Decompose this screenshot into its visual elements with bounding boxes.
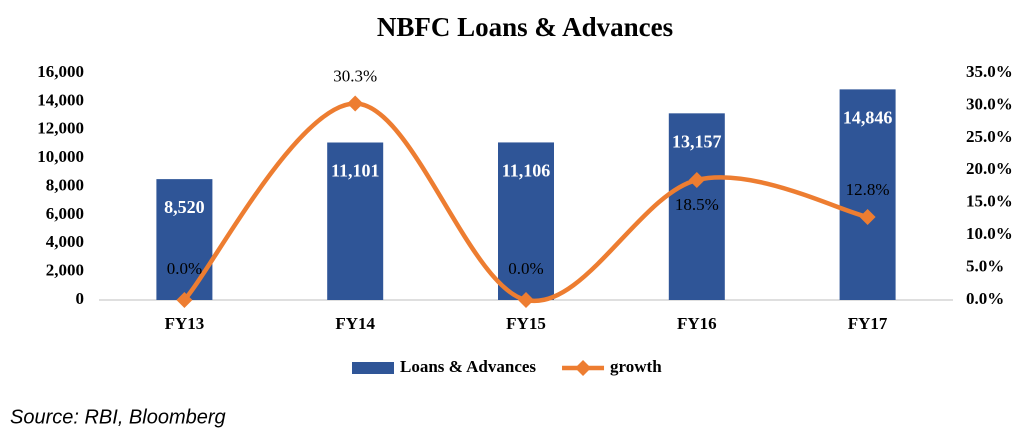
y2-tick-label: 20.0%: [966, 159, 1013, 178]
chart-title: NBFC Loans & Advances: [377, 12, 673, 42]
y-tick-label: 4,000: [46, 232, 84, 251]
line-marker: [347, 95, 364, 112]
x-tick-label: FY14: [335, 314, 375, 333]
y-tick-label: 10,000: [37, 147, 84, 166]
line-value-label: 12.8%: [846, 180, 890, 199]
y-tick-label: 6,000: [46, 204, 84, 223]
bar: [498, 142, 554, 300]
y2-tick-label: 0.0%: [966, 289, 1004, 308]
bar: [839, 89, 896, 300]
y-tick-label: 12,000: [37, 119, 84, 138]
x-tick-label: FY17: [848, 314, 888, 333]
y2-tick-label: 35.0%: [966, 62, 1013, 81]
y2-tick-label: 10.0%: [966, 224, 1013, 243]
y2-tick-label: 30.0%: [966, 94, 1013, 113]
y-tick-label: 8,000: [46, 175, 84, 194]
bar-value-label: 11,106: [502, 161, 551, 181]
legend-label: Loans & Advances: [400, 357, 536, 376]
source-note: Source: RBI, Bloomberg: [10, 406, 226, 428]
x-tick-label: FY16: [677, 314, 717, 333]
line-value-label: 18.5%: [675, 195, 719, 214]
bar: [668, 113, 725, 301]
line-value-label: 0.0%: [508, 259, 543, 278]
x-tick-label: FY15: [506, 314, 546, 333]
y2-tick-label: 25.0%: [966, 127, 1013, 146]
legend-swatch: [352, 362, 394, 374]
line-marker: [518, 292, 534, 308]
bar: [327, 142, 384, 300]
bar-value-label: 11,101: [331, 161, 380, 181]
line-marker: [688, 172, 705, 189]
y-tick-label: 0: [76, 289, 85, 308]
line-marker: [859, 208, 876, 225]
line: [182, 101, 869, 304]
bar: [156, 179, 213, 300]
line-value-label: 30.3%: [333, 66, 377, 85]
y2-tick-label: 15.0%: [966, 192, 1013, 211]
line-value-label: 0.0%: [167, 259, 202, 278]
bar-value-label: 8,520: [164, 197, 205, 217]
legend-label: growth: [610, 357, 662, 376]
y-tick-label: 14,000: [37, 90, 84, 109]
legend-marker: [575, 360, 592, 376]
bar-value-label: 14,846: [843, 107, 893, 127]
y2-tick-label: 5.0%: [966, 256, 1004, 275]
x-tick-label: FY13: [165, 314, 205, 333]
line-marker: [176, 292, 193, 308]
bar-value-label: 13,157: [672, 131, 722, 151]
y-tick-label: 16,000: [37, 62, 84, 81]
y-tick-label: 2,000: [46, 261, 84, 280]
